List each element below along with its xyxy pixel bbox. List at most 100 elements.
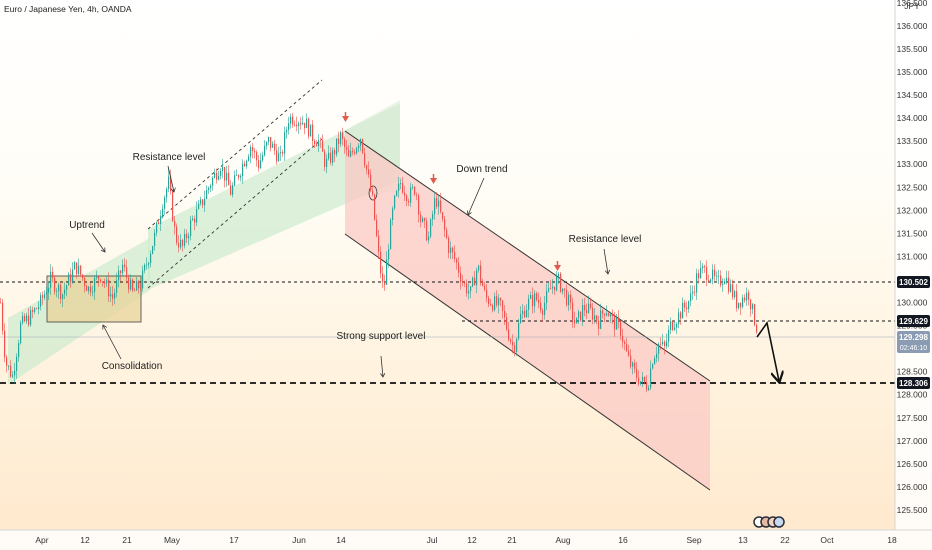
candle-body (268, 137, 270, 143)
candle-body (640, 381, 642, 385)
chart-title: Euro / Japanese Yen, 4h, OANDA (4, 4, 132, 14)
candle-body (566, 290, 568, 306)
candle-body (46, 292, 48, 295)
candle-body (720, 275, 722, 286)
candle-body (368, 169, 370, 175)
candle-body (56, 290, 58, 292)
candle-body (230, 185, 232, 195)
candle-body (148, 263, 150, 265)
candle-body (746, 292, 748, 301)
candle-body (314, 140, 316, 145)
candle-body (284, 132, 286, 154)
candle-body (2, 302, 4, 331)
candle-body (432, 214, 434, 220)
candle-body (0, 302, 2, 304)
y-axis-panel (895, 0, 932, 530)
candle-body (618, 317, 620, 323)
candle-body (726, 277, 728, 282)
candle-body (382, 273, 384, 282)
candle-body (524, 310, 526, 318)
candle-body (506, 317, 508, 330)
candle-body (568, 294, 570, 306)
candle-body (504, 310, 506, 318)
candle-body (280, 152, 282, 154)
x-tick-label: 14 (336, 535, 346, 545)
candle-body (44, 294, 46, 298)
candle-body (728, 277, 730, 292)
candle-body (416, 194, 418, 196)
candle-body (346, 147, 348, 150)
candle-body (250, 147, 252, 157)
candle-body (262, 155, 264, 161)
badge-129629: 129.629 (897, 315, 930, 327)
candle-body (138, 281, 140, 289)
candle-body (238, 175, 240, 178)
candle-body (740, 302, 742, 307)
candle-body (550, 288, 552, 290)
candle-body (154, 232, 156, 246)
x-tick-label: Oct (820, 535, 834, 545)
uptrend-line-top (147, 79, 323, 230)
x-tick-label: 12 (80, 535, 90, 545)
candle-body (612, 314, 614, 316)
candle-body (36, 308, 38, 310)
candle-body (52, 271, 54, 278)
candle-body (706, 266, 708, 281)
candle-body (620, 322, 622, 336)
candle-body (562, 288, 564, 292)
candle-body (182, 239, 184, 246)
candle-body (304, 122, 306, 129)
candle-body (656, 353, 658, 359)
candle-body (210, 185, 212, 188)
y-tick-label: 133.000 (897, 159, 928, 169)
candle-body (152, 245, 154, 254)
x-tick-label: Apr (35, 535, 48, 545)
candle-body (546, 290, 548, 303)
candle-body (684, 302, 686, 308)
candle-body (120, 270, 122, 274)
candle-body (736, 291, 738, 309)
y-tick-label: 132.000 (897, 205, 928, 215)
candle-body (342, 132, 344, 140)
candle-body (424, 218, 426, 222)
downtrend-line-top (344, 130, 711, 382)
candle-body (40, 295, 42, 307)
candle-body (530, 295, 532, 299)
y-tick-label: 134.000 (897, 113, 928, 123)
candle-body (344, 139, 346, 148)
candle-body (704, 266, 706, 267)
candle-body (64, 289, 66, 295)
candle-body (190, 220, 192, 236)
candle-body (420, 214, 422, 222)
candle-body (134, 290, 136, 292)
candle-body (678, 312, 680, 324)
candle-body (602, 310, 604, 314)
candle-body (548, 288, 550, 291)
candle-body (142, 270, 144, 289)
candle-body (436, 198, 438, 207)
candle-body (108, 279, 110, 297)
candle-body (80, 265, 82, 275)
badge-countdown-text: 02:46:10 (900, 345, 927, 352)
candle-body (86, 285, 88, 291)
event-icons[interactable] (753, 516, 785, 528)
candle-body (6, 357, 8, 366)
x-tick-label: 12 (467, 535, 477, 545)
candle-body (228, 172, 230, 186)
candle-body (410, 187, 412, 203)
y-tick-label: 128.500 (897, 367, 928, 377)
candle-body (82, 274, 84, 279)
candle-body (466, 283, 468, 294)
candle-body (690, 293, 692, 302)
candle-body (512, 341, 514, 346)
candle-body (590, 303, 592, 308)
y-tick-label: 127.000 (897, 436, 928, 446)
candle-body (670, 321, 672, 330)
x-tick-label: Aug (555, 535, 570, 545)
candle-body (426, 221, 428, 241)
candle-body (116, 280, 118, 293)
event-icon-4[interactable] (773, 516, 785, 528)
x-tick-label: Sep (686, 535, 701, 545)
candle-body (610, 314, 612, 317)
